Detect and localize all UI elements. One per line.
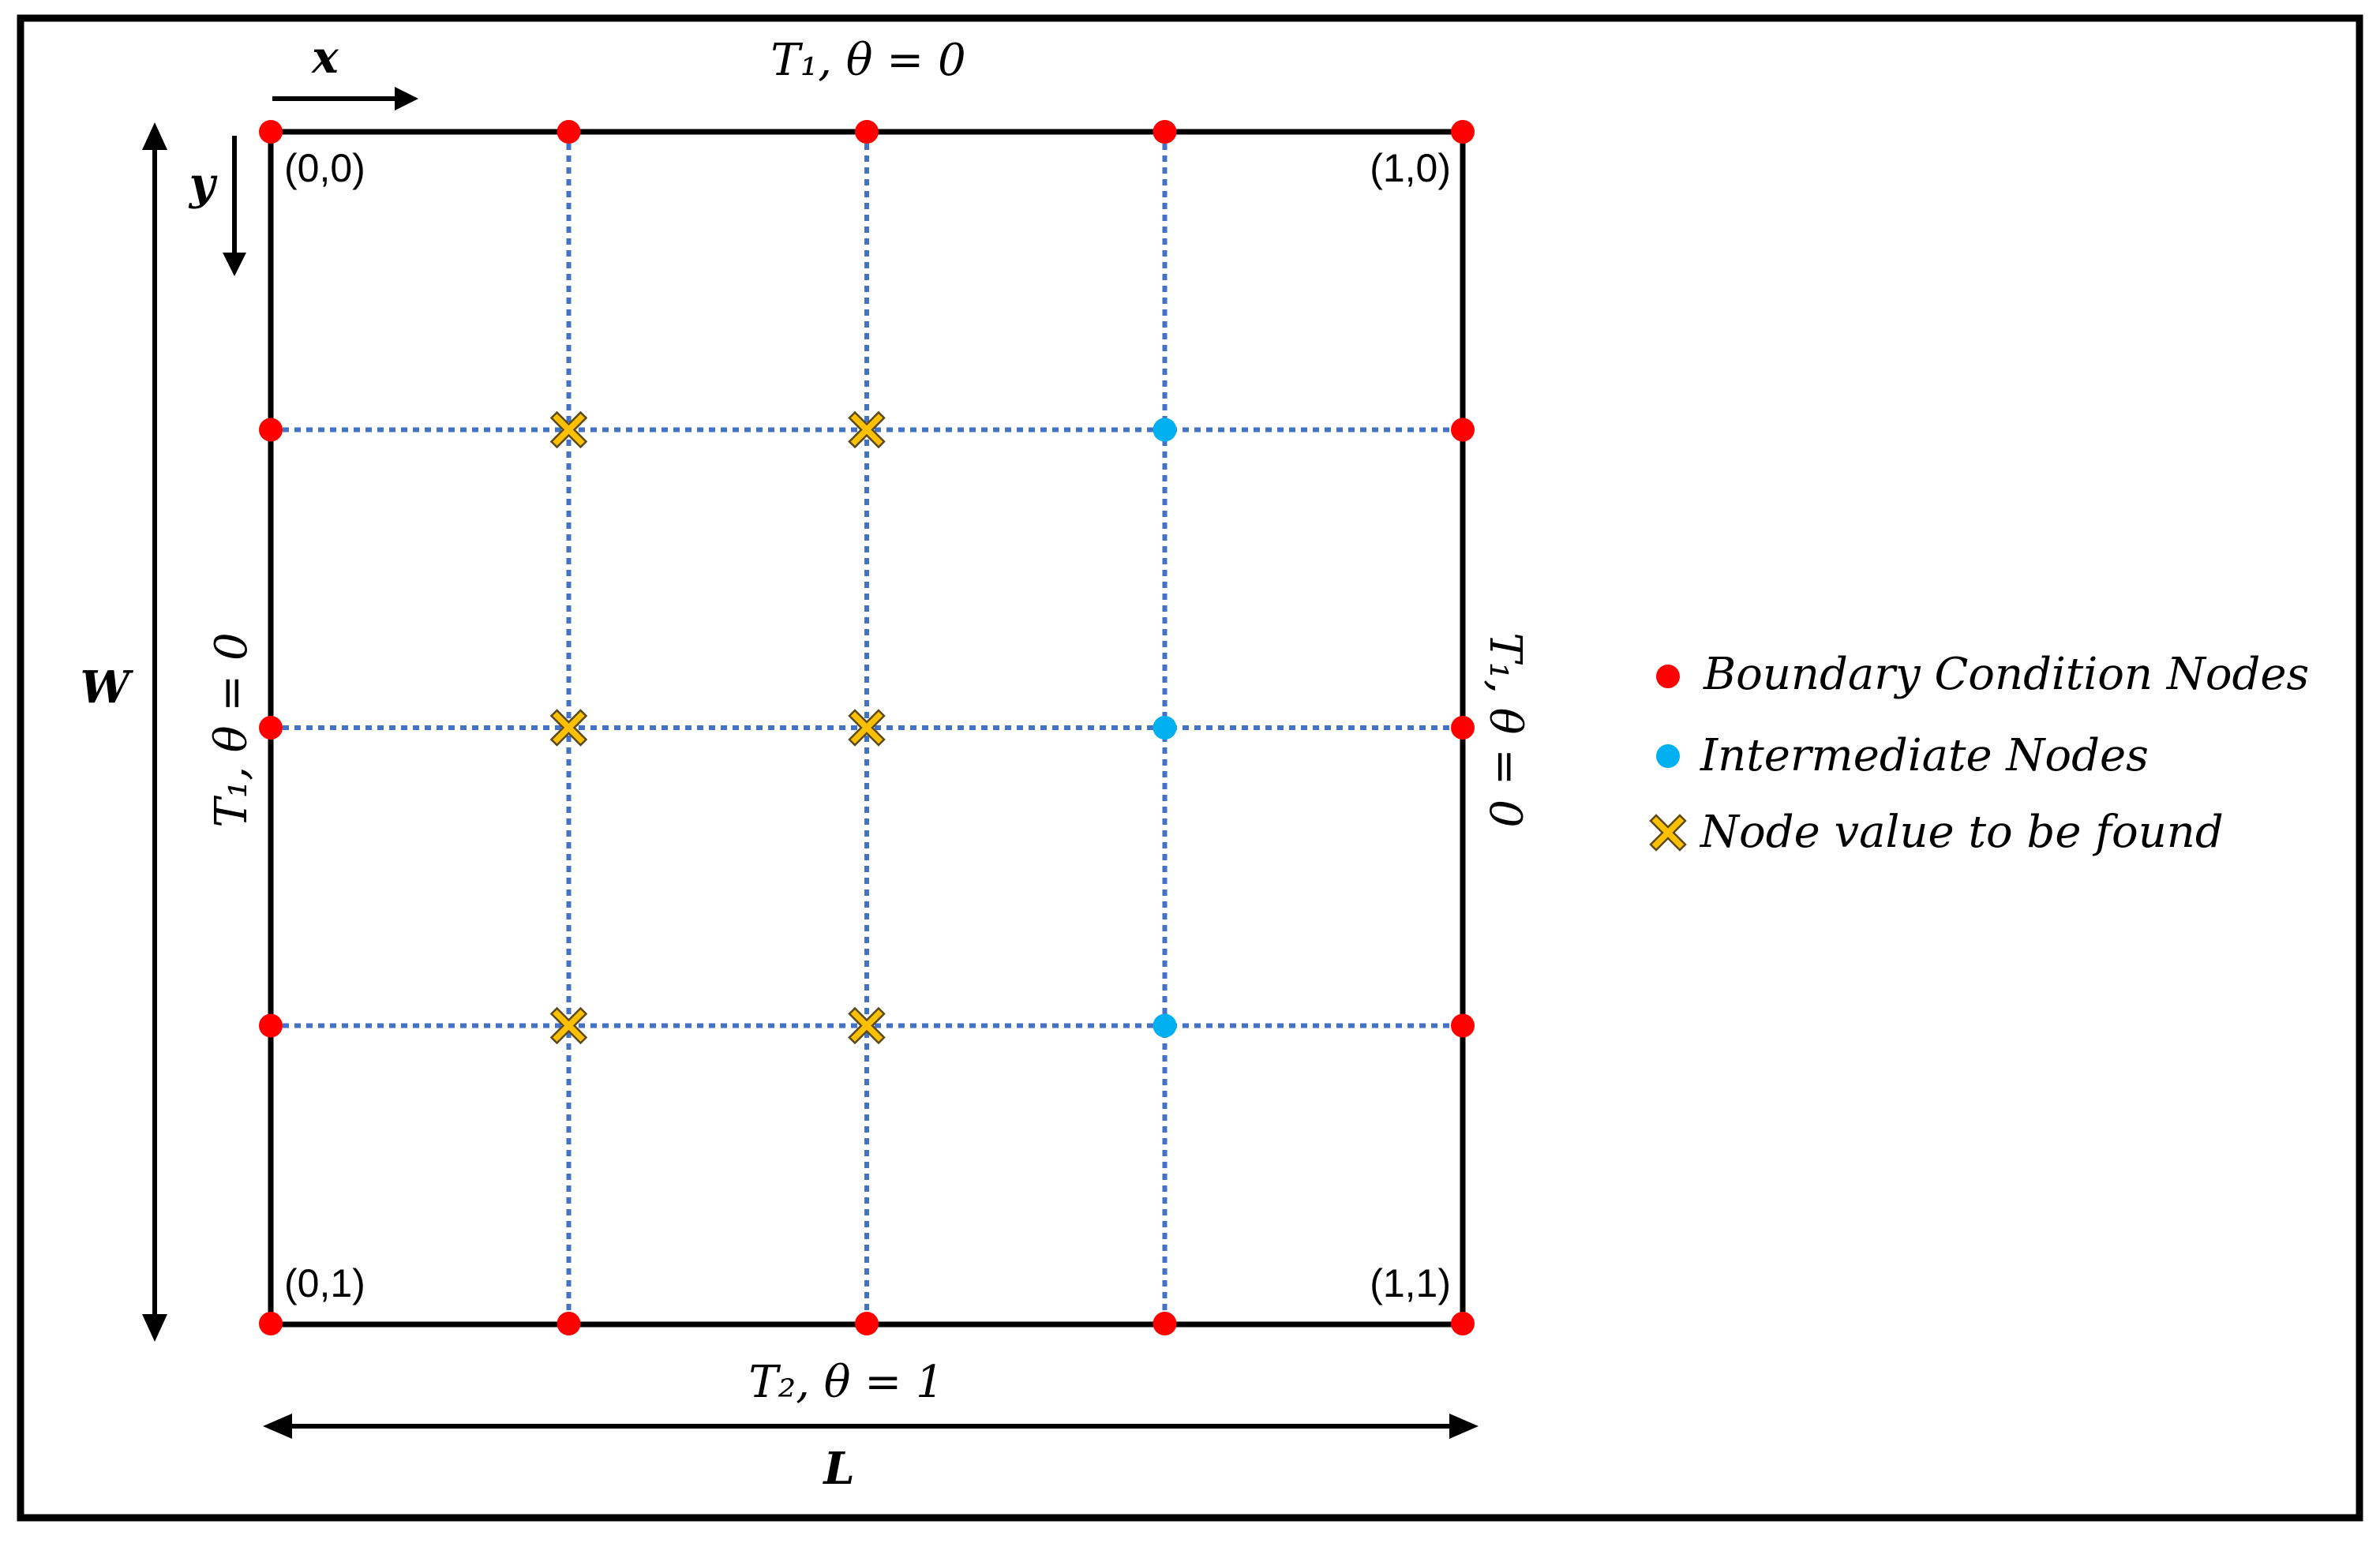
unknown-node	[848, 410, 886, 449]
boundary-node	[855, 120, 879, 144]
grid-nodes	[259, 120, 1475, 1335]
boundary-node	[855, 1312, 879, 1335]
boundary-node	[1451, 418, 1475, 442]
boundary-node	[1451, 1013, 1475, 1038]
boundary-node	[1451, 1312, 1475, 1335]
boundary-node	[259, 716, 283, 740]
length-dimension-arrow	[263, 1414, 1479, 1439]
x-axis-label: x	[311, 32, 339, 84]
boundary-node	[259, 120, 283, 144]
corner-label-bottom-right: (1,1)	[1370, 1261, 1451, 1305]
intermediate-node	[1153, 716, 1177, 740]
boundary-node	[259, 1312, 283, 1335]
corner-label-top-right: (1,0)	[1370, 146, 1451, 190]
top-boundary-condition-label: T₁, θ = 0	[770, 35, 965, 86]
legend: Boundary Condition Nodes Intermediate No…	[1649, 649, 2309, 858]
red-circle-icon	[1656, 665, 1680, 688]
bottom-boundary-condition-label: T₂, θ = 1	[748, 1357, 943, 1408]
length-dimension-label: L	[822, 1443, 854, 1495]
blue-circle-icon	[1656, 744, 1680, 768]
x-axis-arrow	[272, 87, 418, 110]
legend-label-unknown: Node value to be found	[1699, 807, 2224, 858]
y-axis-label: y	[188, 158, 218, 210]
legend-label-intermediate: Intermediate Nodes	[1700, 730, 2149, 781]
unknown-node	[549, 709, 588, 747]
width-dimension-arrow	[142, 122, 167, 1342]
boundary-node	[1153, 120, 1177, 144]
boundary-node	[1153, 1312, 1177, 1335]
y-axis-arrow	[223, 136, 246, 276]
boundary-node	[259, 1013, 283, 1038]
intermediate-node	[1153, 418, 1177, 442]
boundary-node	[557, 1312, 581, 1335]
boundary-node	[259, 418, 283, 442]
corner-label-bottom-left: (0,1)	[284, 1261, 365, 1305]
yellow-cross-icon	[1649, 814, 1687, 852]
unknown-node	[549, 410, 588, 449]
outer-frame	[17, 14, 2363, 1522]
corner-label-top-left: (0,0)	[284, 146, 365, 190]
intermediate-node	[1153, 1013, 1177, 1038]
legend-label-boundary: Boundary Condition Nodes	[1703, 649, 2309, 700]
width-dimension-label: W	[81, 661, 134, 713]
boundary-node	[1451, 120, 1475, 144]
boundary-node	[557, 120, 581, 144]
unknown-node	[848, 709, 886, 747]
left-boundary-condition-label: T₁, θ = 0	[206, 632, 257, 827]
boundary-node	[1451, 716, 1475, 740]
legend-icons	[1649, 665, 1687, 852]
unknown-node	[848, 1006, 886, 1045]
right-boundary-condition-label: T₁, θ = 0	[1479, 632, 1531, 827]
unknown-node	[549, 1006, 588, 1045]
